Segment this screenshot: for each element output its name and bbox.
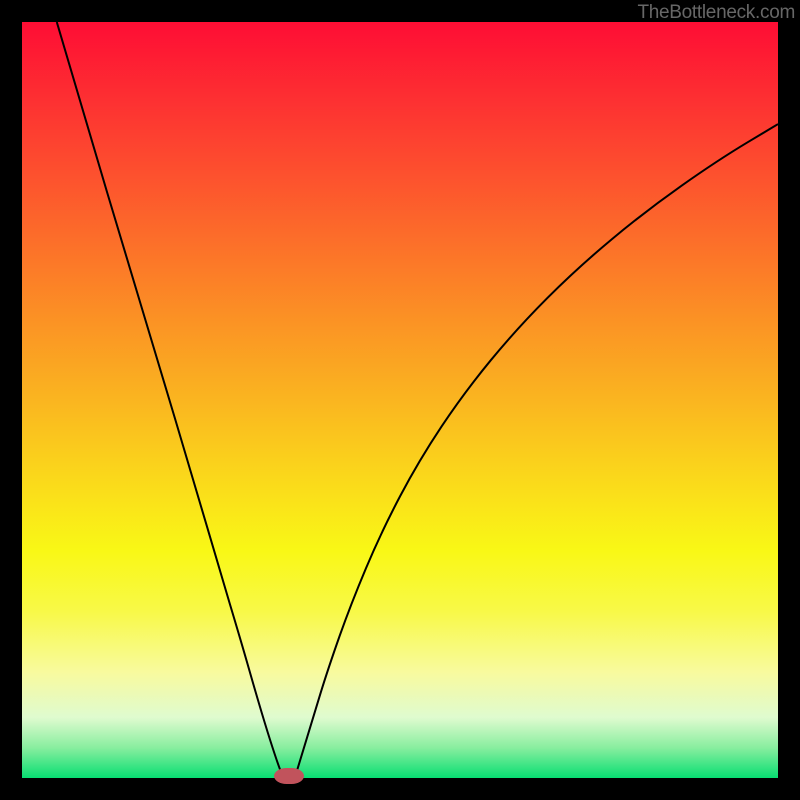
outer-frame: TheBottleneck.com xyxy=(0,0,800,800)
bottleneck-curve xyxy=(22,22,778,778)
watermark: TheBottleneck.com xyxy=(637,2,795,24)
optimal-marker xyxy=(274,768,304,784)
plot-area xyxy=(22,22,778,778)
